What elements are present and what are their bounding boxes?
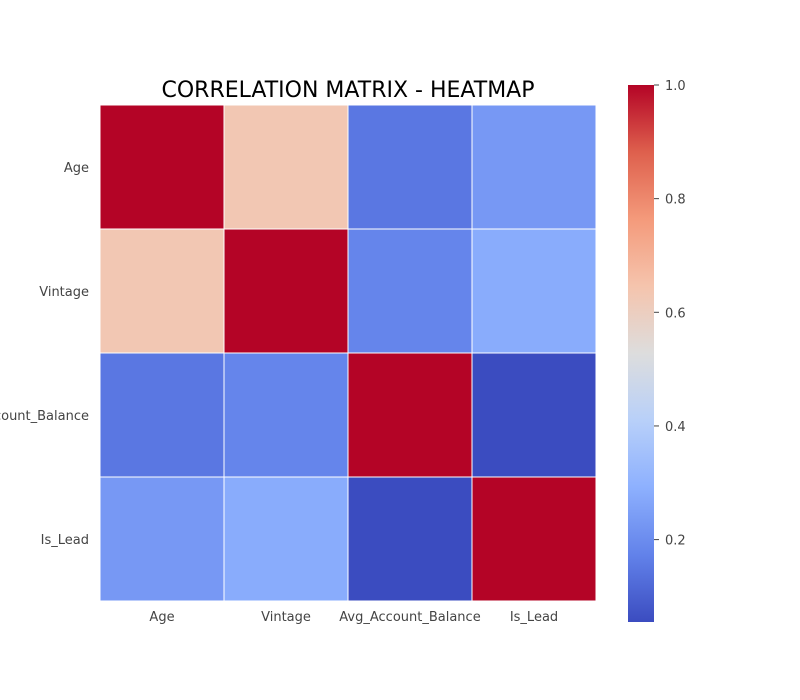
heatmap-cell-Age-Age	[99, 104, 225, 230]
heatmap-cell-Age-Avg_Account_Balance	[347, 104, 473, 230]
y-tick-label: Avg_Account_Balance	[0, 409, 89, 424]
x-tick-label: Vintage	[261, 610, 311, 625]
heatmap-cell-Is_Lead-Avg_Account_Balance	[347, 476, 473, 602]
heatmap-cell-Is_Lead-Is_Lead	[471, 476, 597, 602]
colorbar	[628, 85, 654, 622]
heatmap-cell-Vintage-Is_Lead	[471, 228, 597, 354]
heatmap-cell-Vintage-Avg_Account_Balance	[347, 228, 473, 354]
x-axis-ticks: Age Vintage Avg_Account_Balance Is_Lead	[149, 610, 558, 625]
heatmap-cell-Avg_Account_Balance-Avg_Account_Balance	[347, 352, 473, 478]
y-tick-label: Age	[64, 161, 89, 176]
y-tick-label: Vintage	[39, 285, 89, 300]
chart-title: CORRELATION MATRIX - HEATMAP	[161, 78, 534, 103]
colorbar-tick-label: 1.0	[665, 79, 686, 94]
heatmap-cell-Age-Vintage	[223, 104, 349, 230]
colorbar-ticks: 0.2 0.4 0.6 0.8 1.0	[654, 79, 686, 549]
colorbar-tick-label: 0.6	[665, 306, 686, 321]
colorbar-tick-label: 0.8	[665, 193, 686, 208]
colorbar-tick-label: 0.2	[665, 534, 686, 549]
y-tick-label: Is_Lead	[41, 533, 89, 548]
heatmap-cell-Avg_Account_Balance-Vintage	[223, 352, 349, 478]
heatmap-cell-Avg_Account_Balance-Is_Lead	[471, 352, 597, 478]
heatmap-cell-Vintage-Vintage	[223, 228, 349, 354]
heatmap-cells	[99, 104, 597, 602]
x-tick-label: Is_Lead	[510, 610, 558, 625]
heatmap-cell-Is_Lead-Age	[99, 476, 225, 602]
heatmap-cell-Age-Is_Lead	[471, 104, 597, 230]
colorbar-tick-label: 0.4	[665, 420, 686, 435]
heatmap-cell-Vintage-Age	[99, 228, 225, 354]
x-tick-label: Age	[149, 610, 174, 625]
heatmap-cell-Avg_Account_Balance-Age	[99, 352, 225, 478]
x-tick-label: Avg_Account_Balance	[339, 610, 480, 625]
y-axis-ticks: Age Vintage Avg_Account_Balance Is_Lead	[0, 161, 89, 548]
heatmap-cell-Is_Lead-Vintage	[223, 476, 349, 602]
